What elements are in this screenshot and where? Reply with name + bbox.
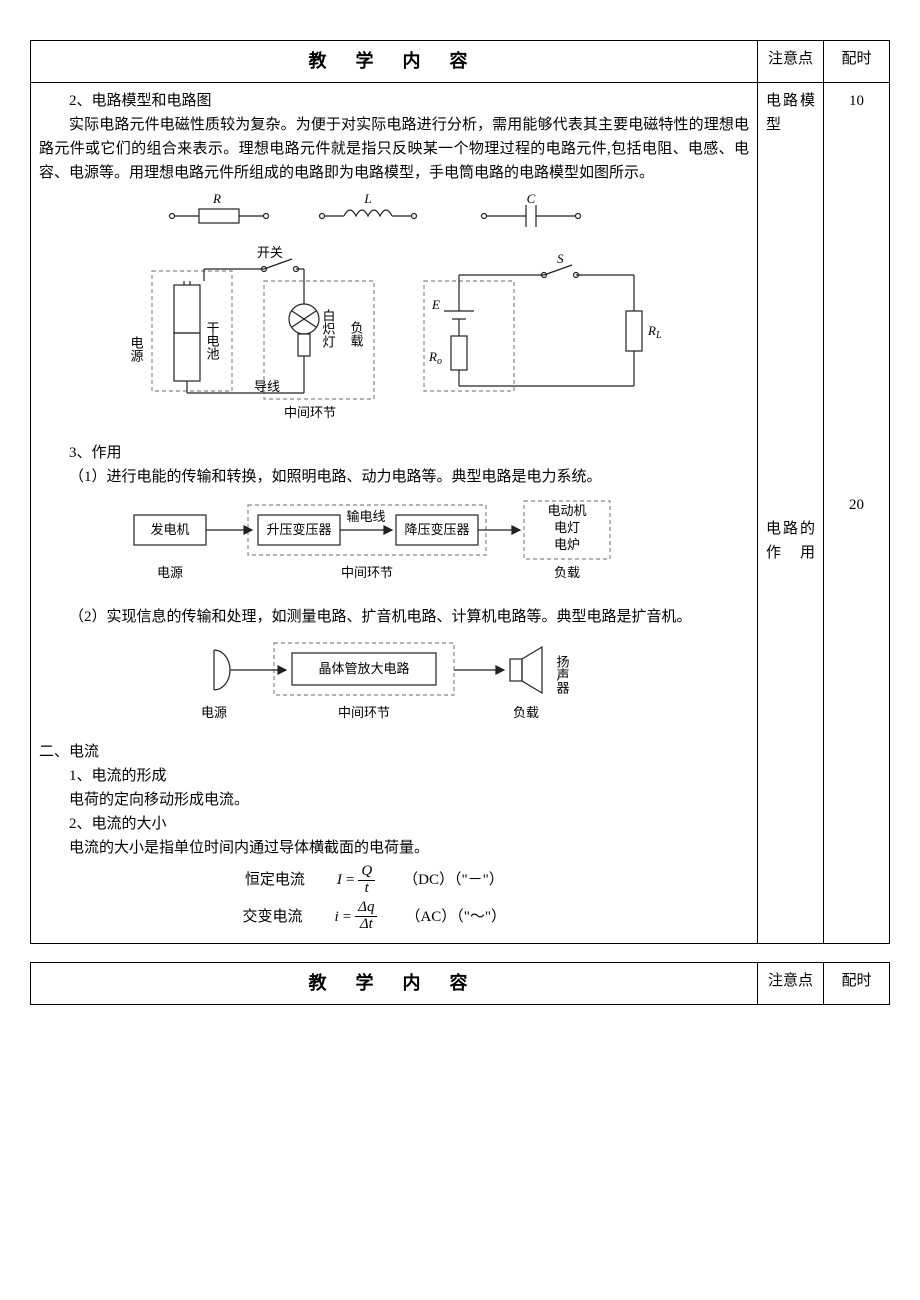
svg-text:电源: 电源 xyxy=(201,705,227,720)
lesson-table: 教 学 内 容 注意点 配时 2、电路模型和电路图 实际电路元件电磁性质较为复杂… xyxy=(30,40,890,944)
svg-text:L: L xyxy=(363,191,371,206)
formula-ac-den: Δt xyxy=(357,917,376,933)
svg-text:电源: 电源 xyxy=(157,565,183,580)
lesson-table-footer: 教 学 内 容 注意点 配时 xyxy=(30,962,890,1005)
diagram-rlc: R L C xyxy=(39,191,749,231)
current-h2: 2、电流的大小 xyxy=(39,812,749,836)
svg-text:中间环节: 中间环节 xyxy=(284,405,336,420)
notes-cell: 电路模型 电路的作用 xyxy=(758,82,824,943)
col-content-header: 教 学 内 容 xyxy=(31,41,758,83)
content-cell: 2、电路模型和电路图 实际电路元件电磁性质较为复杂。为便于对实际电路进行分析，需… xyxy=(31,82,758,943)
formula-ac-num: Δq xyxy=(355,900,377,917)
svg-text:电动机: 电动机 xyxy=(547,503,586,518)
svg-text:S: S xyxy=(557,251,564,266)
svg-text:升压变压器: 升压变压器 xyxy=(266,522,331,537)
formula-ac-lhs: i xyxy=(335,905,339,929)
svg-text:负载: 负载 xyxy=(513,705,539,720)
diagram-amplifier: 晶体管放大电路 扬声器 电源 中间环节 负载 xyxy=(39,635,749,730)
formula-dc-ann: （DC）（"－"） xyxy=(403,868,543,892)
formula-dc-label: 恒定电流 xyxy=(245,868,309,892)
svg-text:白炽灯: 白炽灯 xyxy=(321,308,336,349)
svg-text:降压变压器: 降压变压器 xyxy=(404,522,469,537)
svg-text:干电池: 干电池 xyxy=(205,321,220,360)
section-current-heading: 二、电流 xyxy=(39,740,749,764)
diagram-flashlight: 电源 干电池 开关 白炽灯 负载 导线 中间环节 xyxy=(39,241,749,431)
footer-content-header: 教 学 内 容 xyxy=(31,962,758,1004)
current-p2: 电流的大小是指单位时间内通过导体横截面的电荷量。 xyxy=(39,836,749,860)
svg-text:中间环节: 中间环节 xyxy=(341,565,393,580)
svg-text:开关: 开关 xyxy=(257,245,283,260)
svg-text:电源: 电源 xyxy=(129,336,144,362)
formula-ac-label: 交变电流 xyxy=(243,905,307,929)
time-2: 20 xyxy=(832,493,881,517)
footer-notes-header: 注意点 xyxy=(758,962,824,1004)
current-h1: 1、电流的形成 xyxy=(39,764,749,788)
svg-text:中间环节: 中间环节 xyxy=(338,705,390,720)
section3-item2: （2）实现信息的传输和处理，如测量电路、扩音机电路、计算机电路等。典型电路是扩音… xyxy=(39,605,749,629)
svg-text:电炉: 电炉 xyxy=(554,537,580,552)
formula-dc-num: Q xyxy=(358,864,375,881)
svg-text:负载: 负载 xyxy=(554,565,580,580)
svg-text:发电机: 发电机 xyxy=(150,522,189,537)
svg-text:导线: 导线 xyxy=(254,379,280,394)
svg-text:输电线: 输电线 xyxy=(346,509,385,524)
col-time-header: 配时 xyxy=(824,41,890,83)
section3-item1: （1）进行电能的传输和转换，如照明电路、动力电路等。典型电路是电力系统。 xyxy=(39,465,749,489)
footer-time-header: 配时 xyxy=(824,962,890,1004)
section3-heading: 3、作用 xyxy=(39,441,749,465)
svg-text:E: E xyxy=(431,297,440,312)
svg-text:晶体管放大电路: 晶体管放大电路 xyxy=(318,661,409,676)
svg-text:电灯: 电灯 xyxy=(554,520,580,535)
formula-dc: 恒定电流 I = Qt （DC）（"－"） xyxy=(39,864,749,897)
formula-ac: 交变电流 i = ΔqΔt （AC）（"～"） xyxy=(39,900,749,933)
formula-ac-ann: （AC）（"～"） xyxy=(405,905,545,929)
svg-text:Ro: Ro xyxy=(428,349,442,367)
svg-text:负载: 负载 xyxy=(349,321,364,348)
time-cell: 10 20 xyxy=(824,82,890,943)
col-notes-header: 注意点 xyxy=(758,41,824,83)
note-1: 电路模型 xyxy=(766,89,815,137)
formula-dc-den: t xyxy=(362,881,372,897)
svg-text:RL: RL xyxy=(647,323,662,341)
svg-text:R: R xyxy=(212,191,221,206)
section2-body: 实际电路元件电磁性质较为复杂。为便于对实际电路进行分析，需用能够代表其主要电磁特… xyxy=(39,113,749,185)
section2-heading: 2、电路模型和电路图 xyxy=(39,89,749,113)
formula-dc-lhs: I xyxy=(337,868,342,892)
note-2: 电路的作用 xyxy=(766,517,815,565)
current-p1: 电荷的定向移动形成电流。 xyxy=(39,788,749,812)
svg-text:C: C xyxy=(527,191,536,206)
diagram-power-system: 发电机 升压变压器 输电线 降压变压器 电动机 电灯 电炉 电源 中间环节 负载 xyxy=(39,495,749,595)
time-1: 10 xyxy=(832,89,881,113)
svg-text:扬声器: 扬声器 xyxy=(555,655,570,695)
